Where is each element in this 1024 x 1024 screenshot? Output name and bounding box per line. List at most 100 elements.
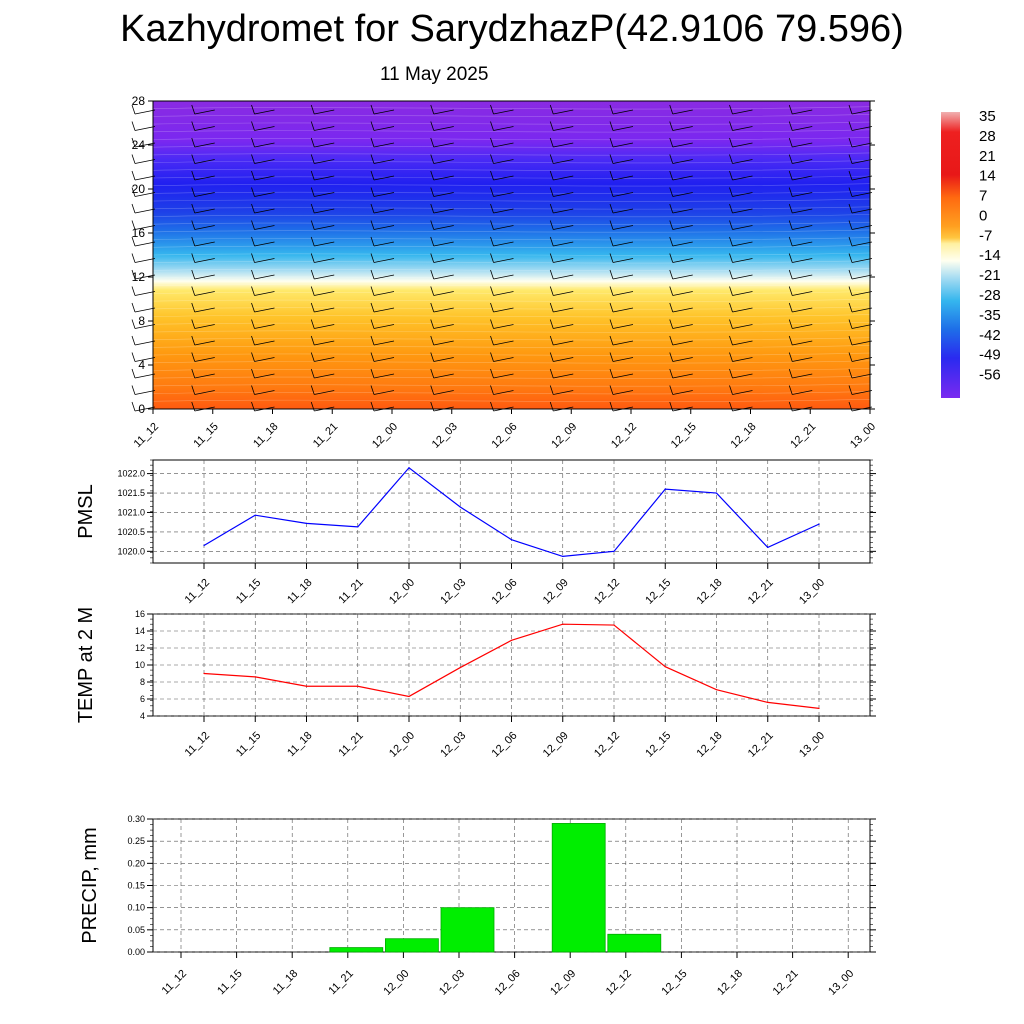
wind-barb — [672, 109, 693, 115]
wind-barb — [373, 274, 395, 280]
wind-barb — [254, 324, 275, 329]
temp-point — [408, 695, 410, 698]
wind-barb-flag — [729, 137, 733, 148]
wind-barb-flag — [131, 137, 136, 148]
wind-barb — [373, 208, 395, 214]
precip-bar — [607, 933, 662, 953]
temp-point — [767, 701, 769, 704]
profile-x-tick-label: 12_06 — [490, 421, 520, 451]
contour-line — [152, 245, 871, 248]
wind-barb — [194, 390, 215, 395]
wind-barb — [373, 390, 395, 395]
contour-line — [152, 175, 871, 179]
wind-barb-flag — [191, 352, 196, 362]
wind-barb — [732, 340, 753, 346]
wind-barb-flag — [729, 385, 733, 395]
wind-barb-flag — [490, 302, 494, 313]
wind-barb-flag — [669, 286, 674, 296]
pmsl-y-tick-label: 1022.0 — [117, 469, 145, 479]
precip-x-tick-label: 11_18 — [271, 968, 301, 998]
pmsl-x-tick-label: 12_09 — [541, 577, 571, 607]
precip-bar — [551, 823, 606, 953]
wind-barb — [433, 159, 454, 164]
wind-barb-flag — [370, 368, 375, 379]
profile-x-tick-label: 11_15 — [191, 421, 221, 451]
wind-barb-flag — [131, 104, 136, 115]
precip-bar — [440, 907, 495, 953]
precip-x-tick-label: 12_00 — [381, 968, 411, 998]
wind-barb — [732, 274, 753, 280]
wind-barb — [433, 307, 454, 313]
wind-barb-flag — [191, 170, 196, 181]
wind-barb — [493, 175, 514, 181]
wind-barb — [732, 225, 753, 230]
wind-barb-flag — [490, 121, 494, 131]
temp-point — [715, 689, 718, 691]
profile-x-tick-label: 12_21 — [788, 421, 818, 451]
wind-barb-flag — [490, 385, 494, 395]
wind-barb — [314, 291, 335, 296]
wind-barb-flag — [848, 154, 853, 164]
wind-barb — [254, 357, 275, 362]
colorbar-label: 14 — [979, 168, 996, 185]
wind-barb — [254, 291, 275, 296]
vertical-profile-panel: 0 4 8 12 16 20 24 28 11_12 11_15 11_18 11_21 12_00 12… — [132, 94, 879, 451]
wind-barb — [792, 142, 813, 148]
wind-barb — [851, 274, 873, 280]
pmsl-panel: 1020.0 1020.5 1021.0 1021.5 1022.0 11_12 11_15… — [75, 459, 876, 607]
wind-barb — [672, 274, 693, 280]
wind-barb — [314, 159, 335, 164]
wind-barb-flag — [848, 319, 853, 329]
wind-barb — [732, 258, 753, 263]
contour-line — [152, 360, 871, 364]
pmsl-point — [254, 514, 256, 516]
wind-barb — [314, 258, 335, 263]
wind-barb-flag — [729, 253, 733, 263]
wind-barb — [851, 175, 873, 181]
wind-barb — [373, 192, 395, 197]
wind-barb — [314, 241, 335, 247]
precip-y-tick-label: 0.25 — [127, 836, 145, 846]
wind-barb-flag — [430, 203, 435, 214]
wind-barb — [194, 258, 215, 263]
wind-barb — [553, 142, 574, 148]
wind-barb — [851, 208, 873, 214]
wind-barb — [134, 241, 156, 247]
wind-barb-flag — [788, 236, 793, 247]
wind-barb — [493, 225, 514, 230]
wind-barb — [373, 357, 395, 362]
wind-barb — [254, 159, 275, 164]
wind-barb-flag — [669, 220, 674, 230]
wind-barb-flag — [490, 368, 494, 379]
wind-barb-flag — [370, 170, 375, 181]
profile-x-tick-label: 12_09 — [549, 421, 579, 451]
wind-barb — [553, 274, 574, 280]
wind-barb — [493, 324, 514, 329]
wind-barb-flag — [191, 319, 196, 329]
temp-point — [254, 676, 256, 678]
temp-y-tick-label: 6 — [140, 694, 145, 704]
wind-barb-flag — [669, 137, 674, 148]
wind-barb — [254, 390, 275, 395]
contour-line — [152, 137, 871, 141]
wind-barb — [134, 175, 156, 181]
wind-barb — [194, 307, 215, 313]
pmsl-y-tick-label: 1020.0 — [117, 546, 145, 556]
wind-barb — [493, 159, 514, 164]
wind-barb-flag — [549, 137, 554, 148]
contour-line — [152, 314, 871, 318]
pmsl-point — [510, 539, 513, 541]
wind-barb — [134, 340, 156, 346]
wind-barb-flag — [669, 352, 674, 362]
colorbar-label: -35 — [979, 307, 1001, 324]
wind-barb — [792, 340, 813, 346]
wind-barb-flag — [430, 352, 435, 362]
colorbar-gradient — [941, 112, 960, 398]
wind-barb-flag — [131, 170, 136, 181]
pmsl-x-tick-label: 11_21 — [336, 577, 366, 607]
wind-barb-flag — [131, 269, 136, 280]
wind-barb — [672, 291, 693, 296]
wind-barb-flag — [191, 385, 196, 395]
wind-barb — [792, 159, 813, 164]
